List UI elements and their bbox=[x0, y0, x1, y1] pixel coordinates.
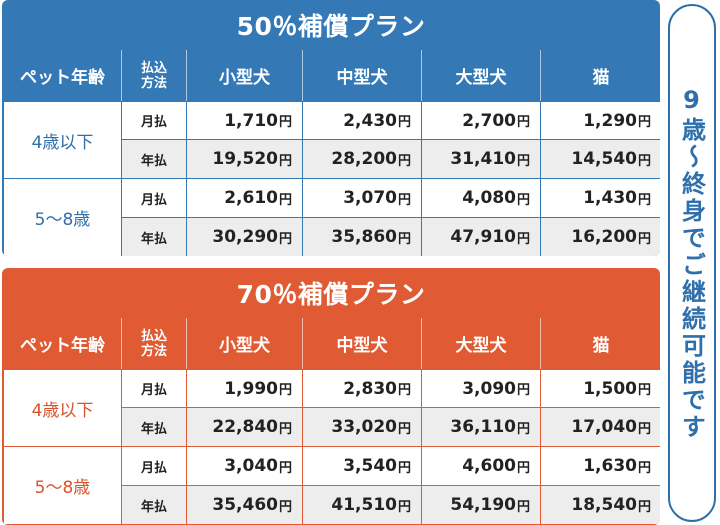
price-cell: 3,070 円 bbox=[303, 179, 421, 217]
payment-method-cell: 年払 bbox=[122, 408, 186, 446]
price-cell: 1,290 円 bbox=[541, 102, 660, 139]
price-cell: 2,610 円 bbox=[187, 179, 302, 217]
price-cell: 4,600 円 bbox=[422, 447, 540, 485]
price-cell: 31,410 円 bbox=[422, 140, 540, 178]
age-group-label: 5〜8歳 bbox=[4, 447, 121, 524]
continuation-note-text: 9歳〜終身でご継続可能です bbox=[677, 85, 706, 441]
payment-method-cell: 年払 bbox=[122, 486, 186, 524]
price-cell: 16,200 円 bbox=[541, 218, 660, 256]
payment-method-cell: 年払 bbox=[122, 218, 186, 256]
age-group-label: 5〜8歳 bbox=[4, 179, 121, 256]
price-cell: 1,990 円 bbox=[187, 370, 302, 407]
price-cell: 1,710 円 bbox=[187, 102, 302, 139]
header-large-dog: 大型犬 bbox=[421, 318, 540, 369]
header-cat: 猫 bbox=[540, 318, 660, 369]
price-cell: 19,520 円 bbox=[187, 140, 302, 178]
price-cell: 2,430 円 bbox=[303, 102, 421, 139]
price-cell: 18,540 円 bbox=[541, 486, 660, 524]
header-pet-age: ペット年齢 bbox=[4, 318, 121, 369]
header-payment-method: 払込 方法 bbox=[121, 318, 186, 369]
price-cell: 35,860 円 bbox=[303, 218, 421, 256]
premium-grid: ペット年齢 払込 方法 小型犬 中型犬 大型犬 猫 4歳以下 月払 1,990 円 … bbox=[4, 318, 660, 524]
age-group-label: 4歳以下 bbox=[4, 102, 121, 178]
price-cell: 14,540 円 bbox=[541, 140, 660, 178]
price-cell: 17,040 円 bbox=[541, 408, 660, 446]
header-medium-dog: 中型犬 bbox=[302, 318, 421, 369]
payment-method-cell: 月払 bbox=[122, 370, 186, 407]
price-cell: 30,290 円 bbox=[187, 218, 302, 256]
price-cell: 35,460 円 bbox=[187, 486, 302, 524]
premium-grid: ペット年齢 払込 方法 小型犬 中型犬 大型犬 猫 4歳以下 月払 1,710 円 … bbox=[4, 50, 660, 256]
price-cell: 36,110 円 bbox=[422, 408, 540, 446]
header-small-dog: 小型犬 bbox=[186, 50, 302, 101]
price-cell: 3,090 円 bbox=[422, 370, 540, 407]
price-cell: 1,500 円 bbox=[541, 370, 660, 407]
price-cell: 1,630 円 bbox=[541, 447, 660, 485]
price-cell: 41,510 円 bbox=[303, 486, 421, 524]
price-cell: 54,190 円 bbox=[422, 486, 540, 524]
payment-method-cell: 年払 bbox=[122, 140, 186, 178]
price-cell: 4,080 円 bbox=[422, 179, 540, 217]
header-medium-dog: 中型犬 bbox=[302, 50, 421, 101]
header-cat: 猫 bbox=[540, 50, 660, 101]
price-cell: 47,910 円 bbox=[422, 218, 540, 256]
header-small-dog: 小型犬 bbox=[186, 318, 302, 369]
price-cell: 28,200 円 bbox=[303, 140, 421, 178]
price-cell: 22,840 円 bbox=[187, 408, 302, 446]
plan-title: 70％補償プラン bbox=[236, 280, 426, 309]
price-cell: 2,830 円 bbox=[303, 370, 421, 407]
price-cell: 1,430 円 bbox=[541, 179, 660, 217]
plan-70-table: 70％補償プラン ペット年齢 払込 方法 小型犬 中型犬 大型犬 猫 4歳以下 月… bbox=[2, 268, 660, 525]
payment-method-cell: 月払 bbox=[122, 102, 186, 139]
plan-title: 50％補償プラン bbox=[236, 12, 426, 41]
header-payment-method: 払込 方法 bbox=[121, 50, 186, 101]
price-cell: 2,700 円 bbox=[422, 102, 540, 139]
header-large-dog: 大型犬 bbox=[421, 50, 540, 101]
payment-method-cell: 月払 bbox=[122, 179, 186, 217]
price-cell: 3,040 円 bbox=[187, 447, 302, 485]
header-pet-age: ペット年齢 bbox=[4, 50, 121, 101]
price-cell: 3,540 円 bbox=[303, 447, 421, 485]
continuation-note: 9歳〜終身でご継続可能です bbox=[668, 4, 716, 522]
payment-method-cell: 月払 bbox=[122, 447, 186, 485]
plan-50-table: 50％補償プラン ペット年齢 払込 方法 小型犬 中型犬 大型犬 猫 4歳以下 月… bbox=[2, 0, 660, 256]
price-cell: 33,020 円 bbox=[303, 408, 421, 446]
age-group-label: 4歳以下 bbox=[4, 370, 121, 446]
